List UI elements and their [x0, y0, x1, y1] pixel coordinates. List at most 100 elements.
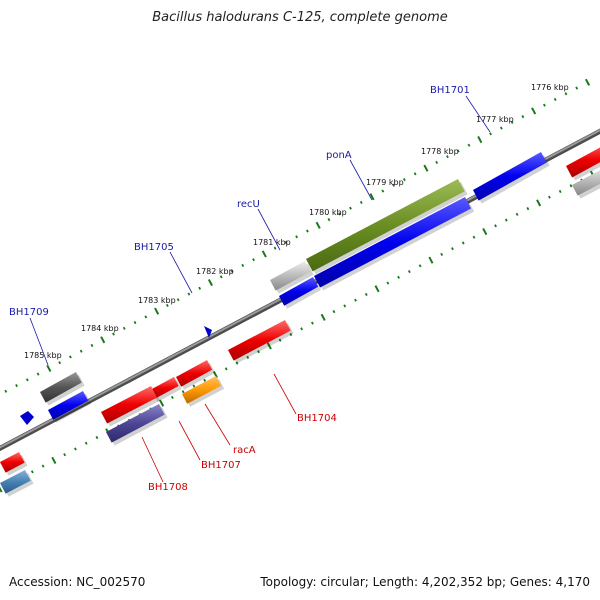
ruler-tick [90, 343, 94, 348]
gene-bh1707-block [106, 404, 165, 443]
gene-left-steel-block [0, 470, 31, 494]
ruler-tick [74, 447, 77, 451]
ruler-tick [0, 486, 3, 493]
ruler-tick [392, 183, 395, 187]
ruler-tick [289, 332, 293, 337]
ruler-tick [154, 307, 160, 315]
ruler-tick [327, 218, 331, 222]
gene-label-recu: recU [237, 199, 260, 210]
ruler-tick [46, 364, 52, 372]
ruler-tick [467, 143, 471, 147]
ruler-tick [423, 164, 429, 172]
ruler-tick [489, 132, 492, 136]
ruler-labels: 1776 kbp 1777 kbp 1778 kbp 1779 kbp 1780… [24, 83, 569, 360]
ruler-tick [440, 252, 444, 256]
ruler-tick [4, 389, 8, 393]
gene-grey-small-block [270, 261, 311, 291]
gene-features [0, 147, 600, 497]
ruler-tick [338, 212, 342, 216]
ruler-tick [207, 279, 213, 287]
ruler-tick [261, 250, 267, 258]
ruler-tick [58, 361, 62, 365]
gene-red-mid-block [101, 386, 158, 424]
ruler-ticks-upper [4, 78, 591, 393]
ruler-label: 1782 kbp [196, 267, 234, 276]
ruler-tick [30, 470, 34, 474]
gene-label-bh1705: BH1705 [134, 242, 174, 253]
accession-text: Accession: NC_002570 [9, 575, 146, 589]
ruler-tick [407, 270, 411, 274]
ruler-tick [510, 120, 514, 124]
ruler-tick [284, 240, 288, 245]
ruler-label: 1776 kbp [531, 83, 569, 92]
gene-small-feature [20, 411, 34, 425]
ruler-tick [212, 371, 218, 379]
gene-label-bh1709: BH1709 [9, 307, 49, 318]
ruler-tick [192, 384, 196, 388]
ruler-tick [41, 464, 45, 468]
ruler-tick [547, 195, 551, 199]
ruler-tick [418, 264, 422, 268]
ruler-tick [526, 207, 530, 211]
gene-blue-long-block [314, 197, 472, 288]
ruler-tick [246, 355, 250, 359]
ruler-tick [413, 172, 417, 176]
ruler-tick [15, 383, 18, 388]
ruler-tick [504, 218, 508, 222]
ruler-label: 1780 kbp [309, 208, 347, 217]
topology-text: Topology: circular; Length: 4,202,352 bp… [260, 575, 590, 589]
ruler-tick [558, 189, 562, 194]
ruler-tick [564, 92, 568, 96]
gene-bh1709-block [48, 391, 89, 420]
ruler-tick [122, 326, 126, 330]
ruler-tick [584, 78, 591, 86]
ruler-tick [536, 199, 542, 207]
gene-label-bh1707: BH1707 [201, 460, 241, 471]
ruler-tick [315, 221, 321, 229]
ruler-tick [198, 286, 202, 290]
map-title: Bacillus halodurans C-125, complete geno… [152, 10, 448, 25]
ruler-tick [374, 285, 380, 293]
ruler-tick [320, 313, 326, 321]
ruler-label: 1783 kbp [138, 296, 176, 305]
ruler-tick [176, 298, 180, 302]
ruler-tick [369, 193, 375, 201]
gene-label-leaders [29, 95, 491, 483]
ruler-tick [461, 241, 465, 245]
ruler-tick [181, 390, 185, 394]
ruler-tick [451, 247, 454, 251]
gene-left-red-block [0, 452, 25, 473]
gene-label-bh1704: BH1704 [297, 413, 337, 424]
ruler-tick [63, 453, 67, 457]
ruler-tick [499, 126, 503, 130]
ruler-tick [386, 281, 390, 285]
ruler-tick [311, 321, 314, 325]
ruler-tick [364, 292, 368, 297]
ruler-tick [224, 367, 228, 371]
ruler-tick [332, 310, 336, 314]
ruler-tick [159, 399, 165, 407]
gene-label-pona: ponA [326, 150, 352, 161]
ruler-tick [477, 135, 483, 144]
gene-red-small-block [176, 360, 213, 387]
ruler-tick [252, 258, 255, 262]
ruler-tick [306, 229, 309, 233]
gene-label-bh1708: BH1708 [148, 482, 188, 493]
ruler-tick [51, 456, 57, 464]
ruler-tick [187, 292, 191, 296]
gene-label-bh1701: BH1701 [430, 85, 470, 96]
gene-red-tiny-block [150, 377, 179, 399]
ruler-tick [553, 97, 557, 102]
ruler-tick [435, 160, 439, 164]
ruler-tick [230, 269, 234, 273]
ruler-tick [219, 275, 223, 279]
ruler-tick [359, 200, 363, 205]
ruler-tick [472, 235, 476, 239]
gene-raca-block [182, 376, 222, 404]
ruler-tick [575, 86, 579, 90]
gene-bh1701-block [473, 152, 547, 201]
ruler-tick [69, 355, 72, 359]
ruler-tick [482, 227, 488, 236]
ruler-label: 1778 kbp [421, 147, 459, 156]
